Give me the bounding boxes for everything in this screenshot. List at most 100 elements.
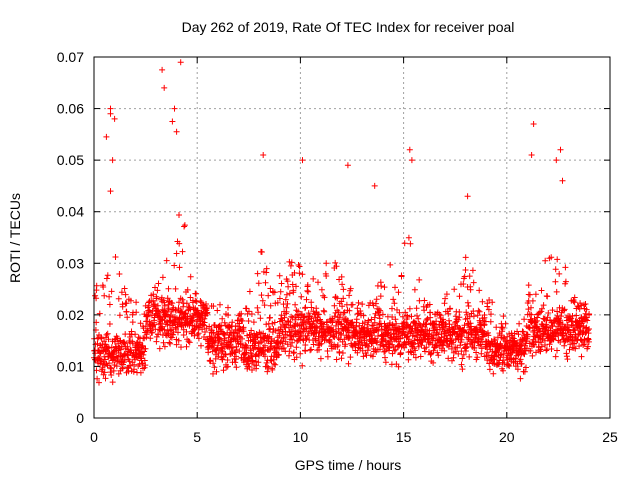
data-point xyxy=(150,297,157,304)
data-point xyxy=(340,286,347,293)
data-point xyxy=(377,341,384,348)
data-point xyxy=(249,367,255,373)
data-point xyxy=(106,293,113,300)
data-point xyxy=(345,360,352,367)
data-point xyxy=(455,316,462,323)
data-point xyxy=(312,337,319,344)
data-point xyxy=(408,313,415,320)
data-point xyxy=(552,353,559,360)
data-point xyxy=(280,345,287,351)
data-point xyxy=(543,347,550,354)
data-point xyxy=(239,317,246,324)
data-point xyxy=(537,328,544,335)
data-point xyxy=(528,152,535,158)
data-point xyxy=(106,321,113,327)
data-point xyxy=(121,356,128,363)
data-point xyxy=(255,280,262,287)
data-point xyxy=(202,329,208,335)
data-point xyxy=(553,288,560,295)
data-point xyxy=(463,309,470,316)
data-point xyxy=(426,301,433,308)
data-point xyxy=(308,304,315,311)
data-point xyxy=(96,310,103,317)
data-point xyxy=(489,299,496,306)
data-point xyxy=(195,330,202,337)
data-point xyxy=(255,359,262,366)
data-point xyxy=(282,296,289,303)
data-point xyxy=(213,368,220,375)
data-point xyxy=(198,342,204,349)
data-point xyxy=(386,345,393,351)
data-point xyxy=(396,309,403,316)
data-point xyxy=(124,314,131,321)
data-point xyxy=(233,364,240,371)
data-point xyxy=(147,335,154,342)
data-point xyxy=(345,327,352,334)
data-point xyxy=(109,157,116,164)
data-point xyxy=(220,367,227,374)
data-point xyxy=(172,306,179,313)
data-point xyxy=(239,335,245,342)
data-point xyxy=(154,287,161,294)
data-point xyxy=(304,282,311,288)
data-point xyxy=(576,343,583,350)
data-point xyxy=(284,341,291,348)
data-point xyxy=(210,360,217,367)
data-point xyxy=(176,240,183,247)
data-point xyxy=(219,356,226,363)
data-point xyxy=(584,317,591,324)
data-point xyxy=(528,311,535,318)
data-point xyxy=(532,319,539,325)
data-point xyxy=(267,285,274,292)
data-point xyxy=(485,306,492,313)
data-point xyxy=(499,324,506,331)
data-point xyxy=(93,282,100,289)
data-point xyxy=(441,347,448,354)
data-point xyxy=(124,351,130,358)
data-point xyxy=(484,349,491,356)
data-point xyxy=(253,362,260,369)
data-point xyxy=(339,350,346,356)
data-point xyxy=(278,280,285,287)
data-point xyxy=(262,342,268,349)
data-point xyxy=(347,285,354,292)
data-point xyxy=(172,285,179,292)
data-point xyxy=(275,343,282,350)
data-point xyxy=(160,307,167,314)
data-point xyxy=(456,314,463,321)
data-point xyxy=(302,348,309,354)
data-point xyxy=(500,313,507,320)
data-point xyxy=(107,110,114,117)
data-point xyxy=(434,349,441,356)
y-tick-label: 0.04 xyxy=(57,204,84,220)
data-point xyxy=(410,351,417,358)
data-point xyxy=(412,354,419,361)
data-point xyxy=(176,299,182,306)
data-point xyxy=(484,300,491,307)
data-point xyxy=(382,359,389,366)
data-point xyxy=(153,295,160,302)
data-point xyxy=(341,309,348,316)
data-point xyxy=(533,349,539,356)
data-point xyxy=(261,302,268,309)
data-point xyxy=(559,177,566,184)
data-point xyxy=(337,311,344,318)
data-point xyxy=(397,335,404,342)
data-point xyxy=(347,354,354,361)
data-point xyxy=(542,257,549,264)
data-point xyxy=(96,379,102,386)
data-point xyxy=(405,234,412,241)
data-point xyxy=(154,302,161,309)
data-point xyxy=(159,66,166,73)
data-point xyxy=(286,348,293,355)
data-point xyxy=(274,299,281,306)
data-point xyxy=(586,326,592,332)
data-point xyxy=(107,105,114,112)
data-point xyxy=(287,332,294,339)
data-point xyxy=(262,279,269,286)
data-point xyxy=(546,341,553,348)
data-point xyxy=(185,338,192,345)
data-point xyxy=(410,341,417,348)
data-point xyxy=(243,349,250,356)
data-point xyxy=(450,339,456,346)
